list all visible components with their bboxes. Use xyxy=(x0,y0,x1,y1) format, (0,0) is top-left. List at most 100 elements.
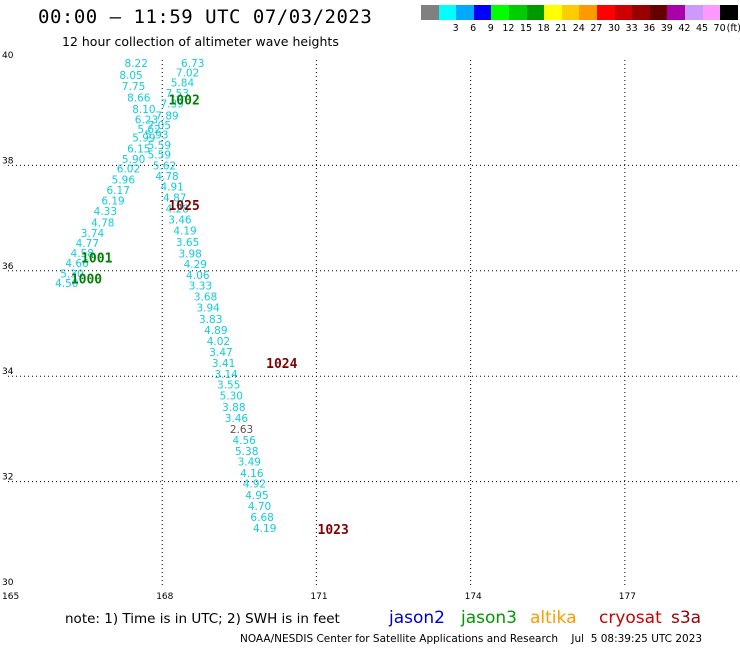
legend-swatch xyxy=(614,5,633,20)
legend-label: 21 xyxy=(555,23,568,34)
legend-swatch xyxy=(456,5,475,20)
wave-height-value: 5.38 xyxy=(235,446,258,458)
wave-height-value: 3.41 xyxy=(212,358,235,370)
wave-height-value: 4.78 xyxy=(155,171,178,183)
wave-height-value: 4.78 xyxy=(91,217,114,229)
wave-height-value: 4.87 xyxy=(163,193,186,205)
wave-height-value: 7.75 xyxy=(122,81,145,93)
wave-height-value: 4.56 xyxy=(232,435,256,447)
wave-height-value: 4.02 xyxy=(207,336,230,348)
wave-height-value: 3.83 xyxy=(199,314,222,326)
legend-swatch xyxy=(491,5,510,20)
wave-height-value: 5.99 xyxy=(132,132,155,144)
map-title: 00:00 – 11:59 UTC 07/03/2023 xyxy=(38,6,373,28)
satellite-label-altika: altika xyxy=(530,608,577,628)
wave-height-value: 3.46 xyxy=(168,215,192,227)
wave-height-value: 5.59 xyxy=(148,140,171,152)
wave-height-value: 7.02 xyxy=(176,68,199,80)
lon-tick-label: 171 xyxy=(310,592,327,602)
pressure-center-label: 1000 xyxy=(71,273,102,288)
wave-height-value: 8.10 xyxy=(132,104,155,116)
satellite-label-cryosat: cryosat xyxy=(599,608,662,628)
wave-height-value: 4.91 xyxy=(160,181,183,193)
legend-swatch xyxy=(685,5,703,20)
wave-height-value: 3.74 xyxy=(81,228,105,240)
wave-height-value: 3.49 xyxy=(238,457,261,469)
legend-label: 70 xyxy=(713,23,726,34)
lat-tick-label: 32 xyxy=(2,473,13,483)
wave-height-value: 7.05 xyxy=(148,120,171,132)
legend-swatch xyxy=(509,5,527,20)
wave-height-value: 6.73 xyxy=(181,58,204,70)
legend-unit: (ft) xyxy=(726,23,740,34)
legend-swatch xyxy=(720,5,739,20)
wave-height-value: 3.94 xyxy=(196,303,220,315)
axis-ticks: 165 168 171 174 177 40 38 36 34 32 30 xyxy=(2,51,636,602)
wave-height-value: 4.06 xyxy=(186,270,210,282)
wave-height-value: 6.02 xyxy=(117,164,140,176)
wave-height-value: 5.59 xyxy=(148,149,171,161)
legend-label: 27 xyxy=(590,23,603,34)
legend-label: 30 xyxy=(607,23,621,34)
graticule xyxy=(8,60,740,587)
legend-swatch xyxy=(526,5,545,20)
legend-swatch xyxy=(702,5,721,20)
wave-height-value: 3.65 xyxy=(176,237,199,249)
legend-swatch xyxy=(421,5,439,20)
pressure-center-label: 1025 xyxy=(168,199,199,214)
satellite-label-jason2: jason2 xyxy=(389,608,445,628)
legend-swatch xyxy=(438,5,457,20)
lat-tick-label: 40 xyxy=(2,51,14,61)
lon-tick-label: 174 xyxy=(465,592,482,602)
pressure-center-label: 1001 xyxy=(81,252,112,267)
legend-label: 6 xyxy=(470,23,477,34)
wave-height-value: 6.68 xyxy=(250,512,273,524)
lat-tick-label: 36 xyxy=(2,262,14,272)
wave-height-value: 4.50 xyxy=(55,278,78,290)
credit-line: NOAA/NESDIS Center for Satellite Applica… xyxy=(240,633,703,645)
wave-height-value: 3.88 xyxy=(222,402,245,414)
lon-tick-label: 165 xyxy=(2,592,19,602)
wave-height-value: 5.62 xyxy=(137,124,160,136)
wave-height-value: 4.19 xyxy=(253,523,276,535)
wave-height-value: 3.98 xyxy=(178,248,201,260)
wave-height-value: 6.17 xyxy=(107,185,130,197)
wave-height-value: 7.53 xyxy=(166,88,189,100)
legend-label: 42 xyxy=(678,23,691,34)
wave-height-value: 8.66 xyxy=(127,92,151,104)
pressure-center-label: 1023 xyxy=(318,523,349,538)
wave-height-value: 4.89 xyxy=(204,325,227,337)
lat-tick-label: 30 xyxy=(2,578,14,588)
wave-height-value: 4.66 xyxy=(65,258,89,270)
legend-label: 3 xyxy=(452,23,459,34)
wave-height-value: 3.14 xyxy=(214,369,238,381)
wave-height-value: 5.30 xyxy=(60,268,83,280)
wave-height-value: 3.55 xyxy=(217,380,240,392)
wave-height-value: 2.63 xyxy=(230,424,253,436)
wave-height-value: 3.68 xyxy=(194,292,217,304)
pressure-center-labels: 1002 1025 1001 1000 1024 1023 xyxy=(71,94,349,539)
wave-height-value: 3.46 xyxy=(225,413,249,425)
lon-tick-label: 168 xyxy=(156,592,173,602)
wave-height-value: 4.33 xyxy=(94,206,117,218)
lat-tick-label: 34 xyxy=(2,367,14,377)
wave-height-value: 5.90 xyxy=(122,154,145,166)
wave-height-value: 4.95 xyxy=(245,490,268,502)
wave-height-value: 4.29 xyxy=(184,259,207,271)
legend-label: 36 xyxy=(643,23,656,34)
wave-height-value: 4.77 xyxy=(76,238,99,250)
wave-height-value: 5.62 xyxy=(153,160,176,172)
legend-label: 12 xyxy=(502,23,515,34)
legend-label: 18 xyxy=(537,23,550,34)
legend-swatch xyxy=(632,5,651,20)
footnote: note: 1) Time is in UTC; 2) SWH is in fe… xyxy=(65,611,340,627)
map-subtitle: 12 hour collection of altimeter wave hei… xyxy=(62,34,339,49)
wave-height-labels: 8.228.057.758.668.106.235.625.996.155.90… xyxy=(55,58,276,535)
legend-swatch xyxy=(649,5,668,20)
legend-swatch xyxy=(579,5,598,20)
wave-height-value: 8.05 xyxy=(119,70,142,82)
pressure-center-label: 1002 xyxy=(168,94,199,109)
lat-tick-label: 38 xyxy=(2,156,14,166)
legend-swatch xyxy=(561,5,580,20)
